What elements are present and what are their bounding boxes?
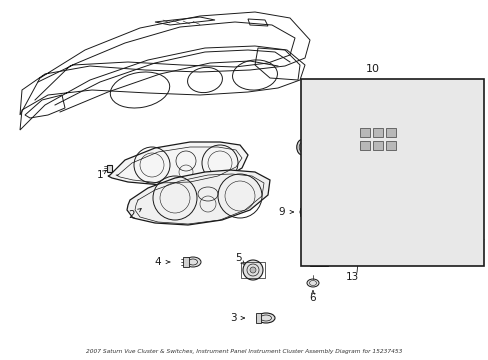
Polygon shape	[183, 257, 189, 267]
Text: 6: 6	[309, 293, 316, 303]
Bar	[372, 128, 382, 137]
Bar	[372, 141, 382, 150]
Text: 3: 3	[229, 313, 236, 323]
Bar	[300, 79, 483, 266]
Polygon shape	[309, 254, 327, 266]
Ellipse shape	[296, 139, 308, 155]
Text: 8: 8	[366, 239, 372, 249]
Text: 7: 7	[304, 241, 311, 251]
Ellipse shape	[313, 166, 327, 176]
Text: 13: 13	[346, 272, 359, 282]
Circle shape	[390, 119, 426, 155]
Polygon shape	[299, 208, 305, 216]
Polygon shape	[256, 313, 261, 323]
Bar	[385, 128, 395, 137]
Ellipse shape	[299, 207, 313, 216]
Text: 11: 11	[302, 249, 315, 259]
Text: 10: 10	[365, 64, 379, 74]
Polygon shape	[355, 124, 395, 156]
Text: 2007 Saturn Vue Cluster & Switches, Instrument Panel Instrument Cluster Assembly: 2007 Saturn Vue Cluster & Switches, Inst…	[85, 350, 401, 355]
Ellipse shape	[358, 253, 370, 262]
Circle shape	[312, 119, 352, 159]
Bar	[385, 141, 395, 150]
Text: 1: 1	[97, 170, 103, 180]
Text: 9: 9	[278, 207, 285, 217]
Text: 2: 2	[128, 210, 135, 220]
Ellipse shape	[426, 121, 438, 137]
Circle shape	[406, 135, 410, 140]
Bar	[359, 141, 369, 150]
Polygon shape	[357, 153, 393, 162]
Polygon shape	[108, 142, 247, 185]
Ellipse shape	[257, 313, 274, 323]
Text: 11: 11	[471, 232, 485, 242]
Text: 4: 4	[154, 257, 161, 267]
Circle shape	[329, 136, 335, 142]
Polygon shape	[360, 177, 388, 191]
Ellipse shape	[318, 170, 322, 173]
Circle shape	[249, 267, 256, 273]
Polygon shape	[107, 165, 112, 172]
Polygon shape	[315, 114, 425, 164]
Polygon shape	[127, 170, 269, 225]
Bar	[359, 128, 369, 137]
Text: 5: 5	[234, 253, 241, 263]
Circle shape	[243, 260, 263, 280]
Text: 12: 12	[325, 252, 339, 262]
Ellipse shape	[184, 257, 201, 267]
Ellipse shape	[306, 279, 318, 287]
